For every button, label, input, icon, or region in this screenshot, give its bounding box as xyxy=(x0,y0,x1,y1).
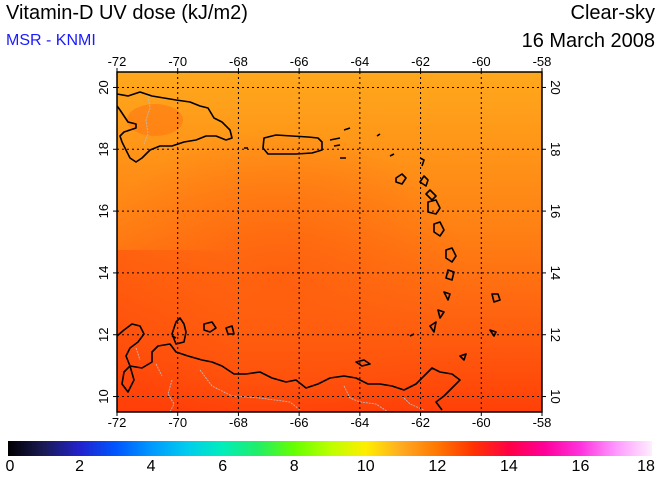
lon-label-bottom: -66 xyxy=(290,415,309,430)
lat-label-right: 10 xyxy=(548,389,563,403)
lake-maracaibo xyxy=(121,365,135,393)
colorbar-tick-label: 8 xyxy=(289,458,299,475)
colorbar-tick-label: 6 xyxy=(218,458,228,475)
puerto-rico-coast xyxy=(262,134,323,155)
coastlines xyxy=(116,91,501,411)
colorbar-tick-label: 12 xyxy=(428,458,447,475)
map-title: Vitamin-D UV dose (kJ/m2) xyxy=(6,2,248,24)
lat-label-right: 18 xyxy=(548,142,563,156)
credit-label: MSR - KNMI xyxy=(6,32,96,49)
colorbar-tick-label: 16 xyxy=(571,458,590,475)
lat-label-left: 16 xyxy=(96,204,111,218)
lon-label-top: -68 xyxy=(229,54,248,69)
latitude-labels-left: 20 18 16 14 12 10 xyxy=(96,80,111,404)
colorbar-tick-label: 4 xyxy=(146,458,156,475)
lon-label-bottom: -70 xyxy=(168,415,187,430)
lat-label-right: 12 xyxy=(548,327,563,341)
sky-condition-label: Clear-sky xyxy=(570,2,655,24)
lon-label-top: -70 xyxy=(168,54,187,69)
lat-label-right: 16 xyxy=(548,204,563,218)
lon-label-top: -66 xyxy=(290,54,309,69)
country-borders xyxy=(135,95,425,413)
frame-ticks xyxy=(113,68,546,416)
lat-label-left: 20 xyxy=(96,80,111,94)
colorbar-tick-label: 14 xyxy=(499,458,518,475)
lat-label-left: 14 xyxy=(96,266,111,280)
lon-label-top: -72 xyxy=(108,54,127,69)
lon-label-bottom: -58 xyxy=(533,415,552,430)
colorbar-tick-label: 0 xyxy=(5,458,15,475)
lon-label-bottom: -64 xyxy=(350,415,369,430)
longitude-labels-bottom: -72 -70 -68 -66 -64 -62 -60 -58 xyxy=(108,415,552,430)
lat-label-right: 20 xyxy=(548,80,563,94)
map-frame xyxy=(116,71,543,413)
map-field xyxy=(117,72,542,412)
lon-label-top: -58 xyxy=(533,54,552,69)
lon-label-bottom: -60 xyxy=(472,415,491,430)
colorbar-tick-label: 18 xyxy=(637,458,655,475)
lon-label-bottom: -68 xyxy=(229,415,248,430)
latitude-labels-right: 20 18 16 14 12 10 xyxy=(548,80,563,404)
colorbar xyxy=(8,441,652,456)
lon-label-bottom: -62 xyxy=(411,415,430,430)
hispaniola-coast xyxy=(116,91,233,163)
colorbar-tick-label: 2 xyxy=(75,458,84,475)
lat-label-left: 10 xyxy=(96,389,111,403)
lat-label-left: 12 xyxy=(96,327,111,341)
lat-label-right: 14 xyxy=(548,266,563,280)
date-label: 16 March 2008 xyxy=(521,30,655,52)
lon-label-top: -62 xyxy=(411,54,430,69)
south-america-coast xyxy=(116,323,461,411)
lon-label-bottom: -72 xyxy=(108,415,127,430)
lon-label-top: -60 xyxy=(472,54,491,69)
graticule xyxy=(117,72,542,412)
lon-label-top: -64 xyxy=(350,54,369,69)
uv-dose-map: -72 -70 -68 -66 -64 -62 -60 -58 -72 -70 -68 -66 -64… xyxy=(96,54,563,430)
lat-label-left: 18 xyxy=(96,142,111,156)
longitude-labels-top: -72 -70 -68 -66 -64 -62 -60 -58 xyxy=(108,54,552,69)
colorbar-tick-label: 10 xyxy=(356,458,375,475)
